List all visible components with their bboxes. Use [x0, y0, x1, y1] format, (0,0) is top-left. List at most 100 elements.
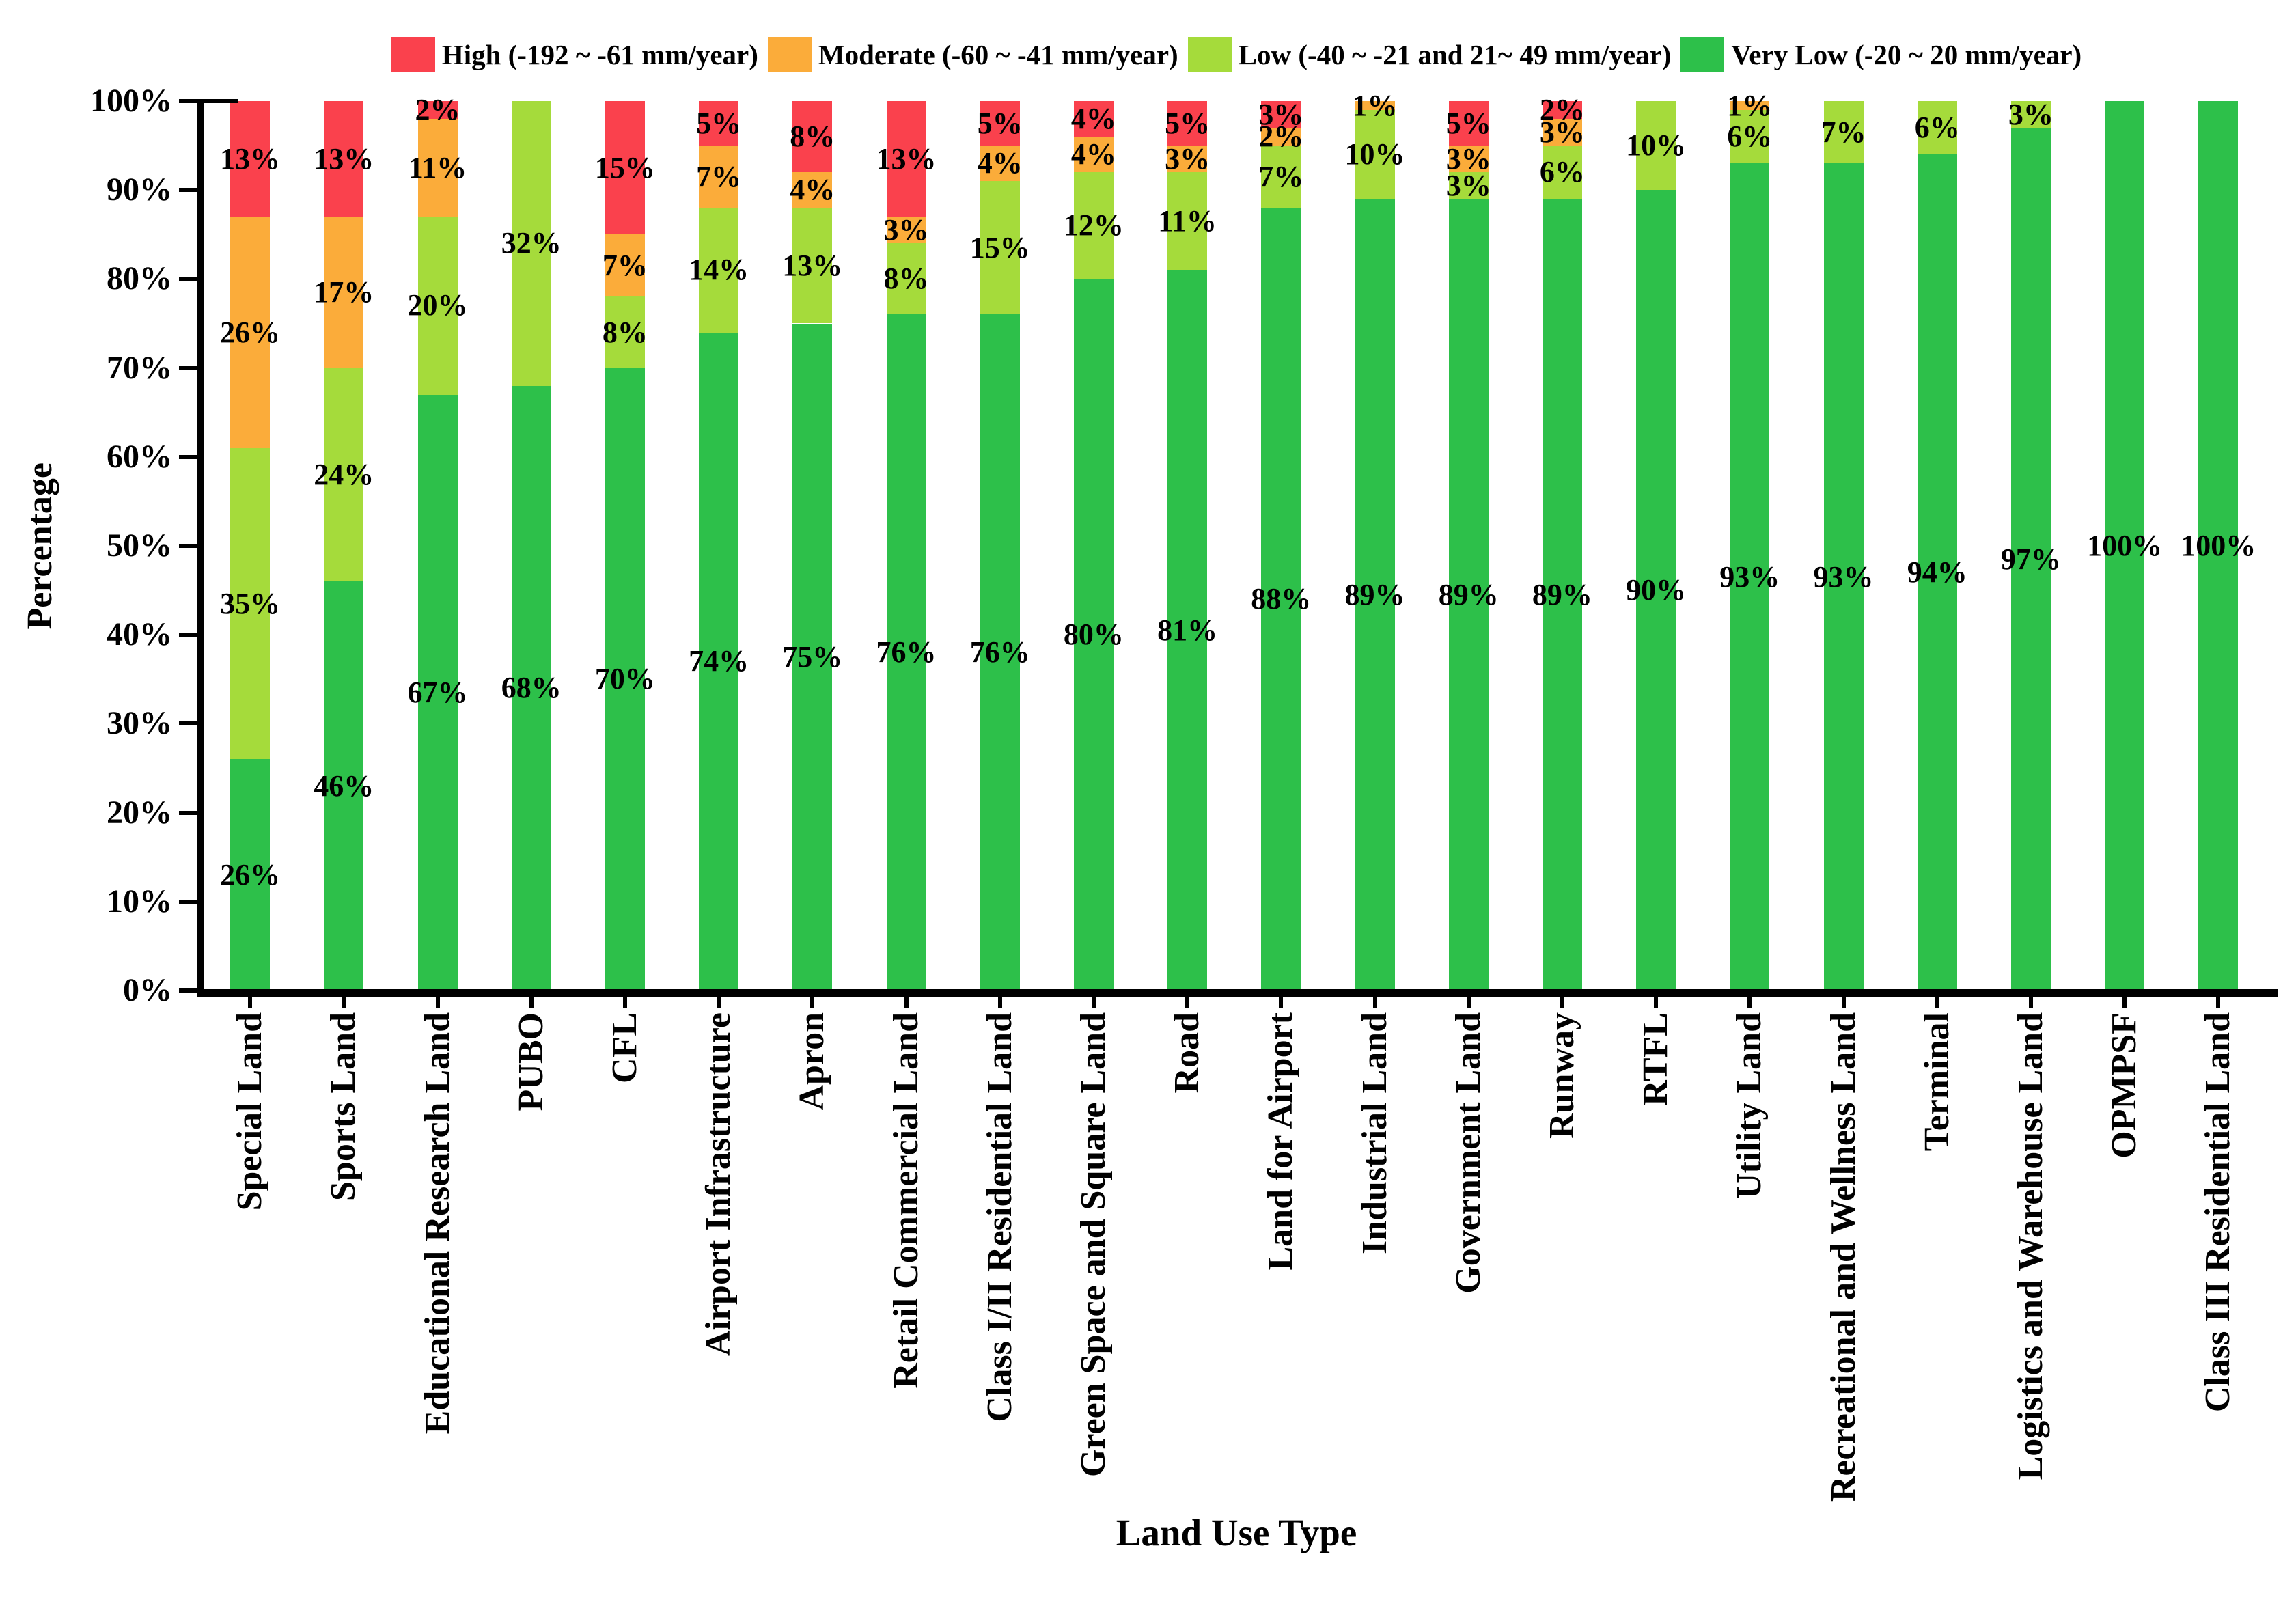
bar-value-label: 7%: [696, 159, 742, 193]
bar-value-label: 10%: [1344, 137, 1405, 171]
bar-segment: [1261, 208, 1301, 991]
bar-segment: [1261, 101, 1301, 128]
bar-value-label: 8%: [883, 262, 929, 296]
bar-value-label: 13%: [314, 141, 374, 176]
x-category-label: Airport Infrastructure: [699, 1012, 738, 1357]
bar-segment: [980, 101, 1020, 146]
bar-segment: [1167, 270, 1208, 991]
bar-segment: [699, 332, 739, 991]
bar-value-label: 97%: [2000, 542, 2061, 576]
bar-value-label: 81%: [1157, 613, 1218, 647]
bar-segment: [980, 181, 1020, 315]
bar-value-label: 13%: [876, 141, 937, 176]
x-category-label: Utility Land: [1730, 1012, 1769, 1200]
bar-value-label: 75%: [782, 639, 843, 674]
bar-value-label: 6%: [1914, 111, 1960, 145]
bar-segment: [605, 101, 645, 235]
bar-segment: [1073, 101, 1114, 137]
bar-segment: [2010, 128, 2051, 991]
bar-segment: [1730, 163, 1770, 991]
y-axis-tick-label: 100%: [90, 83, 172, 119]
y-axis-tick-label: 50%: [107, 527, 172, 564]
x-axis-tick: [1185, 997, 1190, 1008]
bar-segment: [699, 146, 739, 208]
bar-segment: [417, 394, 458, 991]
y-axis-tick-label: 30%: [107, 705, 172, 742]
legend-label: High (-192 ~ -61 mm/year): [441, 39, 758, 70]
x-category-label: RTFL: [1636, 1012, 1676, 1106]
bar-segment: [1730, 110, 1770, 164]
bar-value-label: 89%: [1344, 577, 1405, 611]
bar-segment: [699, 101, 739, 146]
bar-segment: [886, 101, 926, 217]
bar-segment: [1261, 146, 1301, 208]
bar-value-label: 10%: [1626, 128, 1687, 163]
x-category-label: PUBO: [511, 1012, 551, 1111]
x-category-label: Sports Land: [324, 1012, 363, 1201]
bar-value-label: 100%: [2181, 529, 2256, 562]
bar-segment: [1542, 146, 1582, 199]
legend-swatch-icon: [767, 37, 812, 72]
y-axis-tick-label: 20%: [107, 794, 172, 831]
bar-value-label: 4%: [1070, 102, 1116, 136]
x-category-label: Road: [1167, 1012, 1207, 1094]
y-axis-tick: [179, 810, 197, 815]
bar-segment: [230, 447, 271, 760]
x-category-label: Apron: [792, 1012, 832, 1111]
x-axis-tick: [529, 997, 534, 1008]
bar-value-label: 11%: [408, 150, 467, 184]
y-axis-tick: [179, 99, 238, 103]
bar-value-label: 15%: [969, 230, 1030, 264]
bar-value-label: 2%: [415, 93, 460, 127]
y-axis-tick: [179, 365, 197, 370]
bar-value-label: 1%: [1727, 88, 1773, 122]
bar-value-label: 7%: [602, 248, 648, 282]
x-category-label: Class I/II Residential Land: [980, 1012, 1019, 1422]
bar-value-label: 5%: [977, 106, 1023, 140]
x-axis-tick: [2122, 997, 2127, 1008]
bar-value-label: 5%: [1446, 106, 1491, 140]
bar-value-label: 6%: [1539, 155, 1585, 189]
y-axis-tick-label: 70%: [107, 349, 172, 386]
x-axis-tick: [904, 997, 909, 1008]
bar-segment: [1355, 199, 1395, 991]
bar-segment: [324, 101, 364, 217]
bar-segment: [2105, 101, 2145, 991]
legend-label: Very Low (-20 ~ 20 mm/year): [1731, 39, 2082, 70]
y-axis-tick-label: 40%: [107, 616, 172, 653]
x-category-label: Logistics and Warehouse Land: [2010, 1012, 2050, 1480]
bar-segment: [1730, 101, 1770, 111]
x-axis-tick: [342, 997, 346, 1008]
y-axis-tick: [179, 544, 197, 548]
bar-value-label: 68%: [501, 671, 562, 705]
y-axis-tick: [179, 633, 197, 637]
bar-value-label: 1%: [1352, 88, 1398, 122]
bar-value-label: 4%: [1070, 137, 1116, 171]
bar-segment: [1542, 119, 1582, 146]
x-category-label: Terminal: [1917, 1012, 1956, 1152]
bar-segment: [1167, 146, 1208, 173]
x-axis-tick: [1747, 997, 1752, 1008]
x-axis-tick: [1372, 997, 1377, 1008]
bar-value-label: 76%: [969, 635, 1030, 669]
bar-segment: [1917, 101, 1957, 155]
x-category-label: Class III Residential Land: [2198, 1012, 2238, 1413]
chart-legend: High (-192 ~ -61 mm/year) Moderate (-60 ~…: [198, 30, 2275, 79]
bar-segment: [1823, 163, 1864, 991]
bar-value-label: 3%: [1539, 115, 1585, 149]
bar-value-label: 6%: [1727, 120, 1773, 154]
bar-value-label: 11%: [1158, 204, 1217, 238]
bar-segment: [792, 208, 833, 324]
bar-value-label: 94%: [1907, 555, 1967, 590]
y-axis-tick-label: 90%: [107, 171, 172, 208]
bar-value-label: 3%: [1446, 141, 1491, 176]
bar-segment: [1542, 101, 1582, 120]
y-axis-tick-label: 60%: [107, 438, 172, 475]
x-axis-tick: [1091, 997, 1096, 1008]
bar-segment: [605, 296, 645, 368]
bar-value-label: 3%: [1446, 168, 1491, 202]
bar-segment: [1636, 101, 1676, 191]
bar-segment: [1073, 279, 1114, 991]
bar-value-label: 4%: [977, 146, 1023, 180]
